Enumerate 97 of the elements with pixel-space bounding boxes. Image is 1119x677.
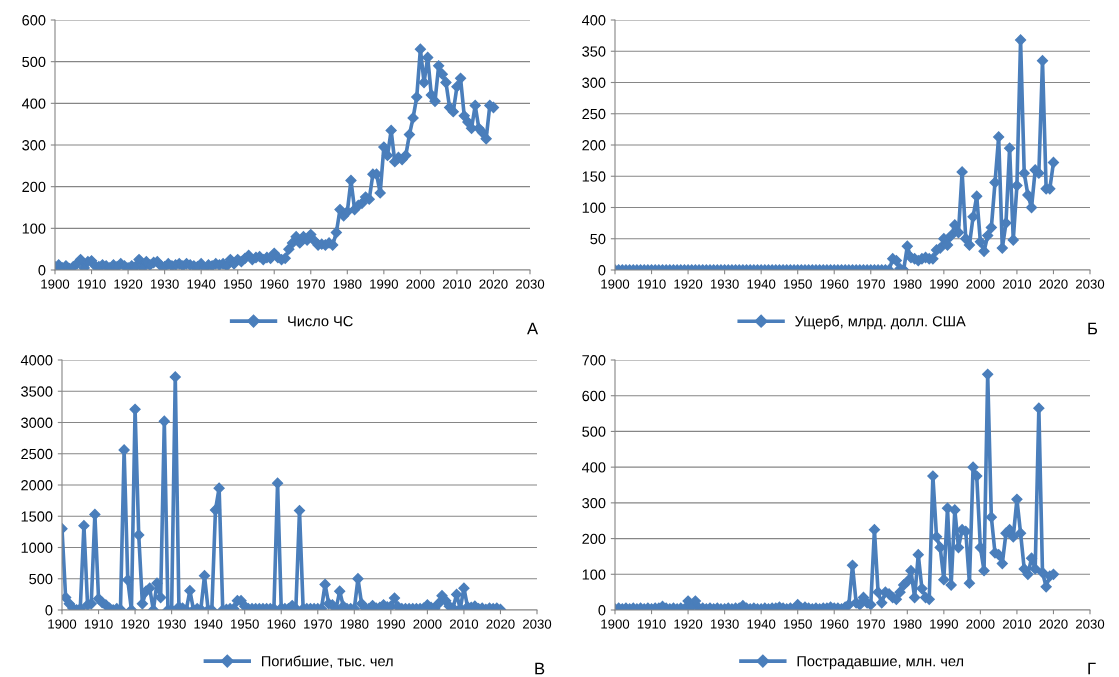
- x-tick-label: 1930: [710, 279, 739, 289]
- y-tick-label: 1500: [21, 511, 53, 522]
- x-tick-label: 1940: [747, 279, 776, 289]
- y-tick-label: 600: [22, 15, 46, 26]
- y-tick-label: 300: [582, 497, 606, 509]
- x-tick-label: 1950: [231, 619, 259, 629]
- x-tick-label: 1940: [187, 279, 216, 289]
- x-tick-label: 1970: [857, 279, 885, 289]
- x-tick-label: 1910: [637, 619, 666, 629]
- y-tick-label: 100: [22, 223, 46, 234]
- x-tick-label: 2000: [413, 619, 442, 629]
- y-tick-label: 3500: [21, 386, 53, 397]
- y-tick-label: 0: [598, 605, 606, 616]
- y-tick-label: 600: [582, 390, 606, 402]
- x-tick-label: 1920: [114, 279, 143, 289]
- y-tick-label: 500: [29, 573, 53, 585]
- x-tick-label: 1980: [340, 619, 369, 629]
- y-tick-label: 200: [22, 181, 46, 193]
- x-tick-label: 1960: [267, 619, 296, 629]
- y-tick-label: 400: [581, 15, 606, 26]
- x-tick-label: 1920: [674, 619, 703, 629]
- x-tick-label: 1960: [820, 279, 849, 289]
- x-tick-label: 2020: [1039, 279, 1068, 289]
- x-tick-label: 2030: [522, 619, 552, 629]
- x-tick-label: 1910: [637, 279, 666, 289]
- y-tick-label: 200: [582, 533, 606, 544]
- x-tick-label: 1970: [297, 279, 325, 289]
- x-tick-label: 2010: [449, 619, 479, 629]
- y-tick-label: 300: [582, 77, 606, 88]
- y-tick-label: 400: [21, 98, 46, 109]
- y-tick-label: 500: [22, 56, 46, 68]
- x-tick-label: 2010: [1002, 619, 1032, 629]
- x-tick-label: 2010: [442, 279, 472, 289]
- legend-label: Ущерб, млрд. долл. США: [795, 315, 966, 330]
- x-tick-label: 1900: [601, 279, 630, 289]
- x-tick-label: 1980: [893, 619, 922, 629]
- x-tick-label: 1930: [710, 619, 739, 629]
- x-tick-label: 1990: [377, 619, 406, 629]
- x-tick-label: 2010: [1002, 279, 1032, 289]
- y-tick-label: 400: [581, 462, 606, 473]
- x-tick-label: 1910: [77, 279, 106, 289]
- y-tick-label: 0: [598, 265, 606, 276]
- x-tick-label: 2000: [966, 279, 995, 289]
- y-tick-label: 300: [22, 140, 46, 151]
- x-tick-label: 1990: [930, 619, 959, 629]
- x-tick-label: 2000: [966, 619, 995, 629]
- x-tick-label: 2030: [515, 279, 545, 289]
- text: Б: [1088, 322, 1098, 335]
- y-tick-label: 200: [582, 140, 606, 151]
- y-tick-label: 0: [38, 265, 46, 276]
- x-tick-label: 1980: [893, 279, 922, 289]
- x-tick-label: 1930: [157, 619, 186, 629]
- x-tick-label: 1960: [820, 619, 849, 629]
- y-tick-label: 1000: [21, 542, 53, 553]
- x-tick-label: 1950: [224, 279, 252, 289]
- x-tick-label: 1950: [784, 619, 812, 629]
- text: Г: [1088, 662, 1096, 675]
- y-tick-label: 3000: [21, 417, 53, 428]
- x-tick-label: 1960: [260, 279, 289, 289]
- x-tick-label: 1900: [601, 619, 630, 629]
- y-tick-label: 500: [582, 426, 606, 437]
- text: В: [535, 662, 545, 675]
- y-tick-label: 4000: [20, 355, 53, 366]
- x-tick-label: 1920: [121, 619, 150, 629]
- y-tick-label: 50: [590, 233, 606, 245]
- x-tick-label: 1990: [930, 279, 959, 289]
- x-tick-label: 2020: [486, 619, 515, 629]
- x-tick-label: 1920: [674, 279, 703, 289]
- legend-label: Погибшие, тыс. чел: [262, 655, 393, 669]
- y-tick-label: 100: [582, 202, 606, 213]
- x-tick-label: 1900: [48, 619, 77, 629]
- y-tick-label: 250: [582, 108, 606, 120]
- y-tick-label: 150: [582, 171, 606, 182]
- x-tick-label: 2020: [479, 279, 508, 289]
- y-tick-label: 350: [582, 46, 606, 57]
- y-tick-label: 0: [45, 605, 53, 616]
- x-tick-label: 2020: [1039, 619, 1068, 629]
- x-tick-label: 1970: [857, 619, 885, 629]
- x-tick-label: 1930: [150, 279, 179, 289]
- legend-label: Число ЧС: [288, 316, 353, 327]
- y-tick-label: 2000: [21, 480, 53, 491]
- y-tick-label: 700: [582, 355, 606, 366]
- x-tick-label: 1940: [194, 619, 223, 629]
- x-tick-label: 1950: [784, 279, 812, 289]
- x-tick-label: 2030: [1075, 279, 1105, 289]
- legend-label: Пострадавшие, млн. чел: [797, 656, 964, 670]
- x-tick-label: 1940: [747, 619, 776, 629]
- x-tick-label: 2000: [406, 279, 435, 289]
- text: А: [527, 322, 539, 335]
- y-tick-label: 2500: [21, 448, 53, 460]
- x-tick-label: 1970: [304, 619, 332, 629]
- x-tick-label: 1910: [84, 619, 113, 629]
- x-tick-label: 1980: [333, 279, 362, 289]
- x-tick-label: 1900: [41, 279, 70, 289]
- y-tick-label: 100: [582, 569, 606, 580]
- x-tick-label: 1990: [370, 279, 399, 289]
- x-tick-label: 2030: [1075, 619, 1105, 629]
